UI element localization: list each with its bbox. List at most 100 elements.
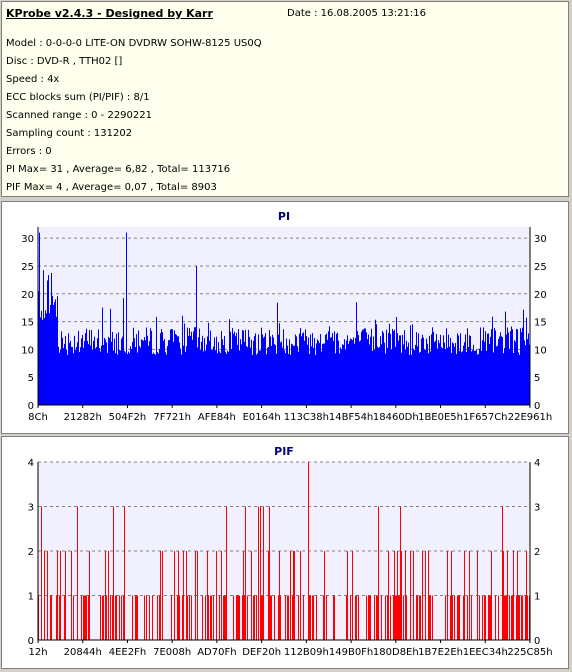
pi-ytick-left: 30 (21, 234, 34, 245)
pi-bar (299, 333, 300, 405)
pif-bar (333, 595, 334, 640)
pi-bar (515, 341, 516, 405)
pi-bar (75, 350, 76, 405)
pi-bar (411, 354, 412, 405)
pif-ytick-right: 4 (534, 458, 540, 469)
pi-bar (371, 328, 372, 405)
pi-bar (476, 349, 477, 405)
pi-bar (462, 351, 463, 405)
pi-bar (148, 345, 149, 405)
pi-bar (337, 332, 338, 405)
pif-bar (504, 595, 505, 640)
pif-xtick-label: 7E008h (153, 647, 191, 658)
pi-bar (397, 333, 398, 405)
pi-bar (136, 334, 137, 405)
pi-bar (187, 327, 188, 405)
pi-bar (140, 347, 141, 405)
pi-bar (247, 347, 248, 405)
info-sampling-count: Sampling count : 131202 (6, 128, 133, 139)
pi-bar (419, 352, 420, 405)
pif-ytick-left: 4 (28, 458, 34, 469)
pif-bar (346, 595, 347, 640)
pi-ytick-right: 20 (534, 290, 547, 301)
pi-bar (410, 325, 411, 405)
pif-bar (195, 551, 196, 640)
pif-xtick-label: 1EEC34h (463, 647, 508, 658)
pi-bar (42, 319, 43, 405)
pi-bar (405, 349, 406, 405)
pif-bar (350, 595, 351, 640)
pi-bar (161, 329, 162, 405)
pif-bar (81, 595, 82, 640)
pif-bar (223, 595, 224, 640)
pi-bar (325, 334, 326, 405)
pi-bar (200, 350, 201, 405)
pi-xtick-label: 21282h (64, 412, 102, 423)
pi-bar (122, 336, 123, 405)
pi-bar (149, 341, 150, 405)
pi-bar (194, 327, 195, 405)
pi-bar (327, 339, 328, 405)
pi-bar (278, 334, 279, 405)
pif-bar (237, 595, 238, 640)
pi-bar (295, 334, 296, 405)
info-pi-stats: PI Max= 31 , Average= 6,82 , Total= 1137… (6, 164, 231, 175)
pif-bar (177, 595, 178, 640)
pi-bar (389, 323, 390, 405)
pi-bar (73, 353, 74, 405)
pi-bar (245, 329, 246, 405)
pi-bar (334, 331, 335, 405)
pi-bar (225, 351, 226, 405)
pif-bar (388, 551, 389, 640)
pi-bar (237, 344, 238, 405)
pi-bar (467, 328, 468, 405)
pif-bar (419, 595, 420, 640)
pi-bar (528, 333, 529, 405)
pi-bar (302, 333, 303, 405)
pi-bar (429, 335, 430, 405)
pi-bar (478, 353, 479, 405)
pi-bar (434, 342, 435, 405)
pi-xtick-label: 7F721h (153, 412, 191, 423)
pi-bar (392, 328, 393, 405)
pif-bar (471, 595, 472, 640)
pif-bar (226, 506, 227, 640)
pi-bar (176, 334, 177, 405)
pi-bar (219, 351, 220, 405)
pi-bar (388, 332, 389, 405)
pi-bar (522, 327, 523, 405)
pi-bar (217, 353, 218, 405)
pi-bar (356, 302, 357, 405)
pi-bar (321, 351, 322, 405)
pi-bar (70, 340, 71, 405)
pi-bar (43, 270, 44, 405)
pif-bar (278, 595, 279, 640)
pi-bar (96, 346, 97, 405)
pi-bar (377, 346, 378, 405)
pi-bar (351, 339, 352, 405)
pi-bar (451, 352, 452, 405)
pi-bar (485, 331, 486, 405)
pif-bar (213, 595, 214, 640)
pif-bar (347, 551, 348, 640)
pi-bar (326, 333, 327, 405)
pi-bar (475, 350, 476, 405)
pi-bar (335, 353, 336, 405)
pi-bar (347, 335, 348, 405)
pif-xtick-label: 149B0Fh (329, 647, 373, 658)
pif-bar (292, 595, 293, 640)
pi-bar (233, 333, 234, 405)
pif-bar (191, 595, 192, 640)
pif-bar (136, 595, 137, 640)
pi-bar (224, 335, 225, 405)
pi-bar (111, 341, 112, 405)
pi-bar (484, 341, 485, 405)
pi-bar (421, 338, 422, 405)
pif-bar (298, 595, 299, 640)
pif-bar (294, 551, 295, 640)
pif-chart-panel: PIF 0 0 1 1 2 2 3 3 4 4 12h 20844h 4EE2Fh 7E008h AD70Fh… (1, 436, 569, 669)
pif-bar (57, 551, 58, 640)
pi-bar (252, 354, 253, 405)
pi-bar (310, 334, 311, 405)
pif-bar (178, 551, 179, 640)
